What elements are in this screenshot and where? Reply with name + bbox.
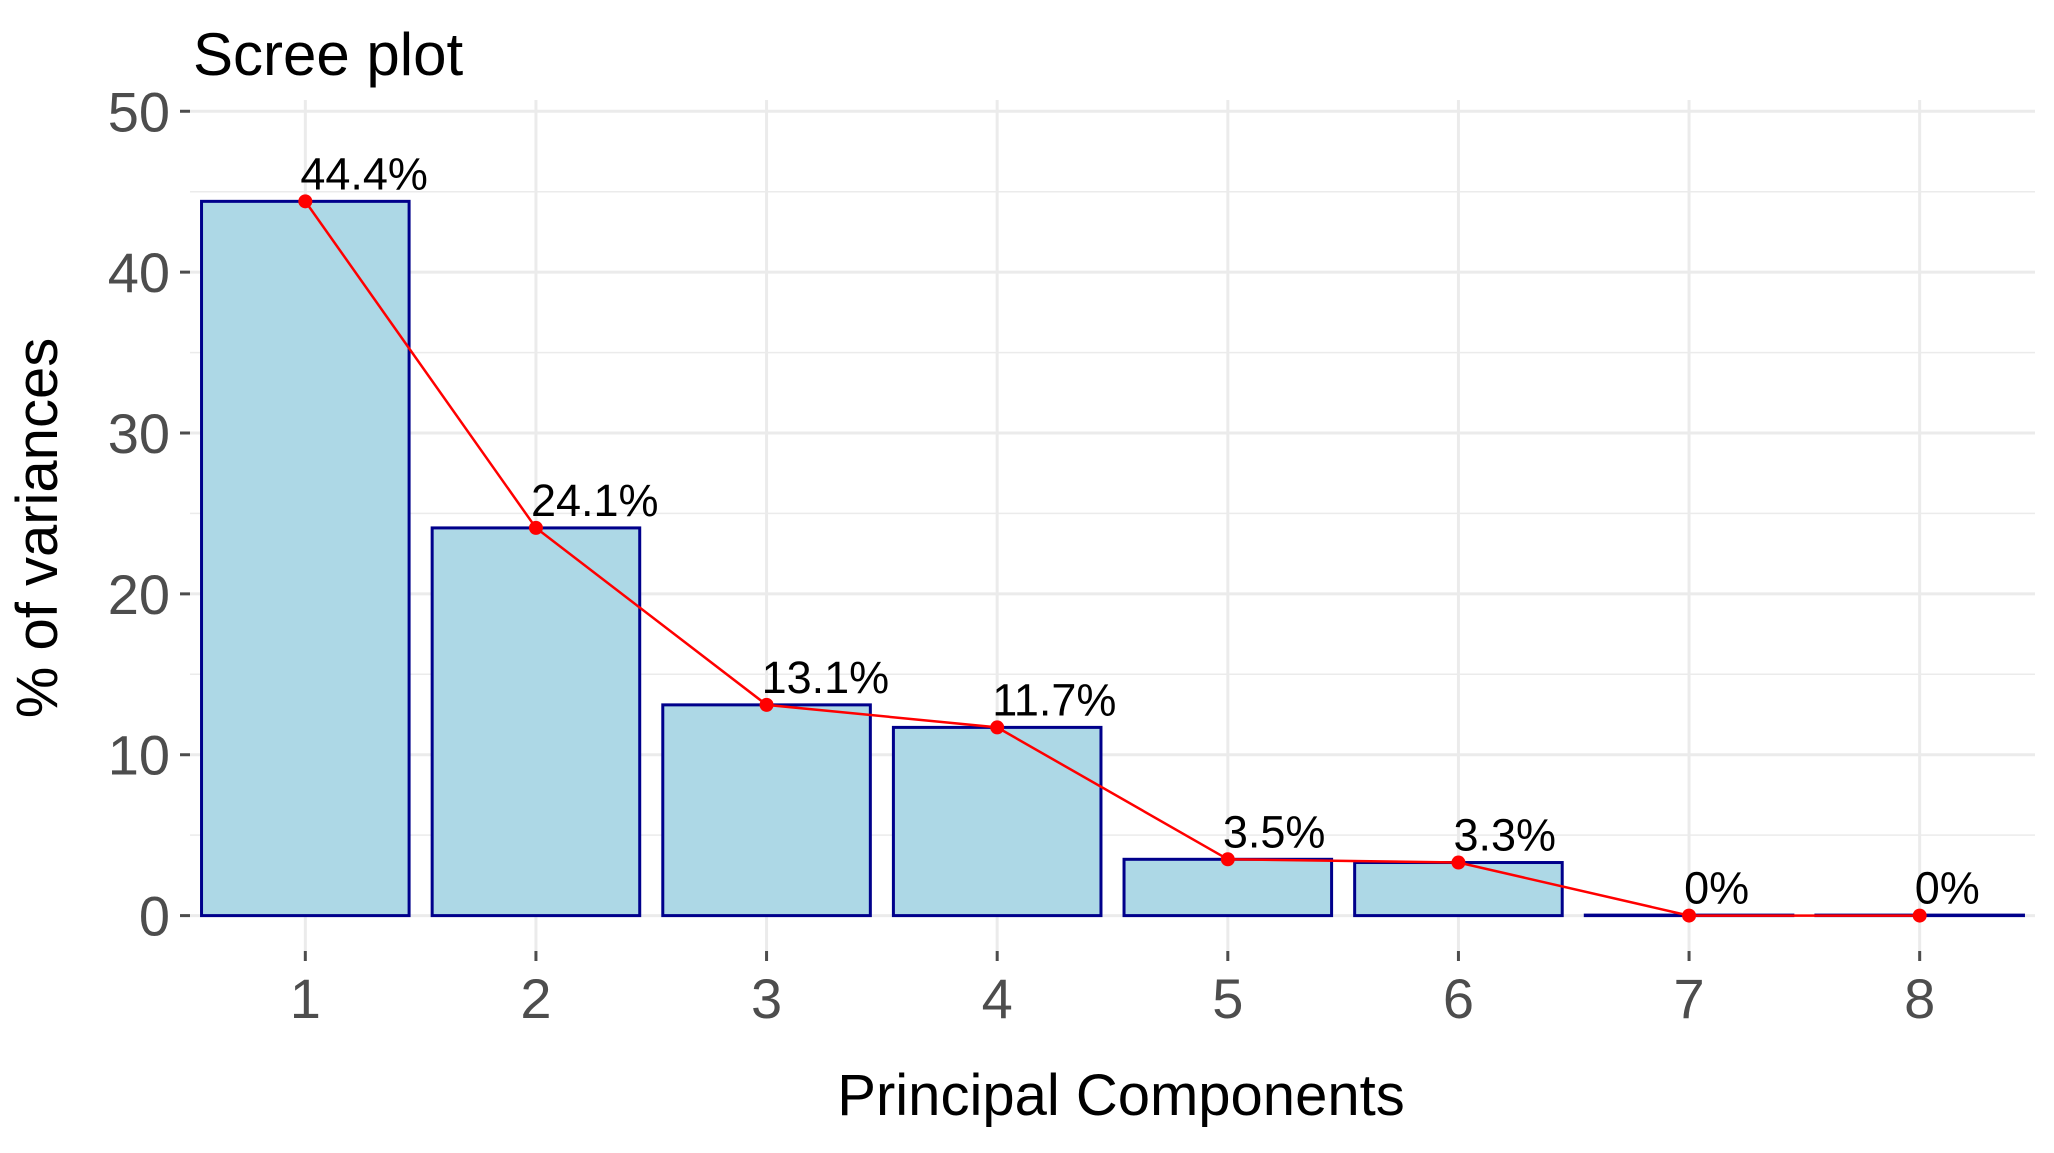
bar-pc-6 bbox=[1353, 861, 1564, 918]
data-label-pc-5: 3.5% bbox=[1223, 806, 1326, 857]
bar-pc-4 bbox=[891, 725, 1103, 918]
y-tick-label: 30 bbox=[108, 402, 170, 465]
point-pc-1 bbox=[298, 194, 313, 209]
point-pc-3 bbox=[759, 697, 774, 712]
data-labels: 44.4% 24.1% 13.1% 11.7% 3.5% 3.3% 0% 0% bbox=[300, 148, 1979, 913]
x-tick-label: 2 bbox=[520, 967, 551, 1030]
chart-title: Scree plot bbox=[193, 21, 463, 88]
data-label-pc-8: 0% bbox=[1915, 863, 1980, 914]
data-label-pc-1: 44.4% bbox=[300, 148, 428, 199]
point-pc-6 bbox=[1451, 855, 1466, 870]
y-tick-label: 50 bbox=[108, 80, 170, 143]
bar-pc-2 bbox=[430, 526, 642, 918]
data-label-pc-6: 3.3% bbox=[1453, 810, 1556, 861]
x-tick-label: 7 bbox=[1673, 967, 1704, 1030]
variance-line bbox=[304, 200, 1920, 917]
bar-pc-3 bbox=[661, 703, 872, 918]
x-tick-label: 6 bbox=[1443, 967, 1474, 1030]
point-pc-5 bbox=[1220, 852, 1235, 867]
data-label-pc-3: 13.1% bbox=[762, 652, 890, 703]
point-pc-7 bbox=[1682, 908, 1697, 923]
axes: 0 10 20 30 40 50 1 2 3 4 5 6 7 8 bbox=[108, 80, 1936, 1030]
variance-points bbox=[298, 194, 1927, 923]
data-label-pc-7: 0% bbox=[1684, 863, 1749, 914]
x-tick-label: 1 bbox=[290, 967, 321, 1030]
point-pc-4 bbox=[990, 720, 1005, 735]
point-pc-8 bbox=[1912, 908, 1927, 923]
bars bbox=[200, 199, 2025, 918]
x-axis-title: Principal Components bbox=[837, 1063, 1404, 1128]
x-tick-label: 3 bbox=[751, 967, 782, 1030]
bar-pc-1 bbox=[200, 199, 411, 918]
y-tick-label: 10 bbox=[108, 724, 170, 787]
data-label-pc-4: 11.7% bbox=[992, 674, 1116, 725]
x-tick-label: 4 bbox=[982, 967, 1013, 1030]
data-label-pc-2: 24.1% bbox=[531, 475, 659, 526]
variance-polyline bbox=[304, 200, 1920, 917]
bar-pc-5 bbox=[1122, 857, 1334, 918]
point-pc-2 bbox=[528, 520, 543, 535]
y-tick-label: 0 bbox=[139, 885, 170, 948]
y-axis-title: % of variances bbox=[5, 338, 70, 718]
y-tick-label: 20 bbox=[108, 563, 170, 626]
x-tick-label: 5 bbox=[1212, 967, 1243, 1030]
x-tick-label: 8 bbox=[1904, 967, 1935, 1030]
y-tick-label: 40 bbox=[108, 241, 170, 304]
